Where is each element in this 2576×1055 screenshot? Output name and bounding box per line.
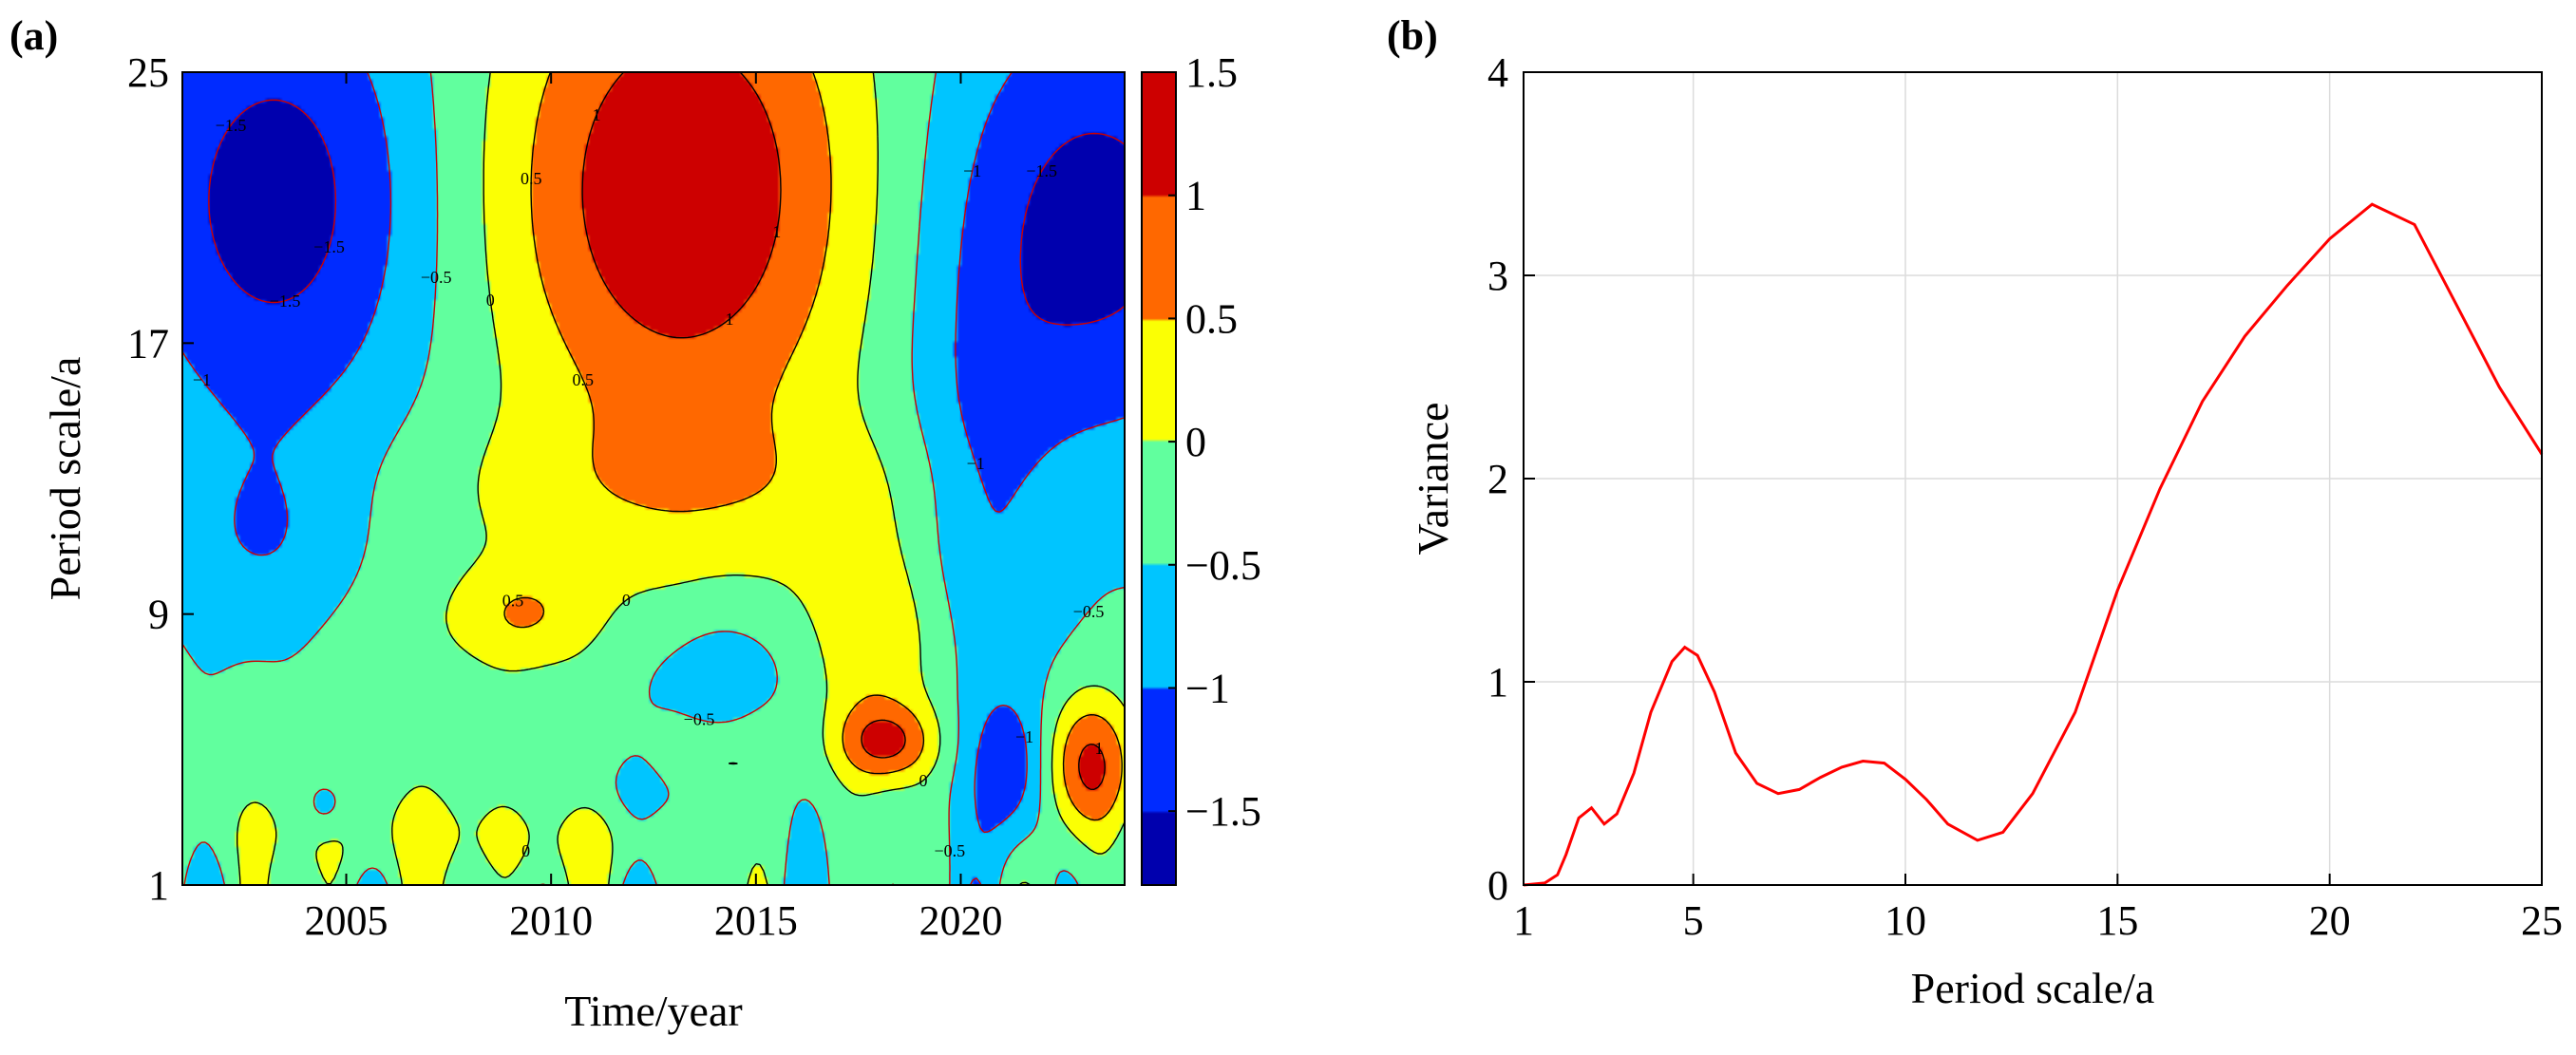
heatmap-field <box>182 72 1125 885</box>
series-line <box>1523 202 2544 887</box>
contour-label: −0.5 <box>1073 602 1105 621</box>
contour-label: 0 <box>521 841 530 860</box>
y-tick-label: 17 <box>127 320 169 367</box>
y-tick-label: 1 <box>1487 659 1508 706</box>
y-tick-label: 3 <box>1487 253 1508 299</box>
contour-label: 0.5 <box>573 370 595 389</box>
line-x-ticks: 1 5 10 15 20 25 <box>1513 874 2563 944</box>
contour-label: −1 <box>193 370 211 389</box>
heatmap-y-axis-label: Period scale/a <box>41 357 89 601</box>
x-tick-label: 1 <box>1513 897 1534 944</box>
colorbar-tick-label: 0 <box>1185 419 1206 465</box>
panel-a-label: (a) <box>9 12 58 59</box>
contour-line <box>581 71 1106 790</box>
colorbar <box>1142 72 1176 885</box>
heatmap-x-ticks: 2005 2010 2015 2020 <box>305 72 1002 944</box>
contour-label: −1.5 <box>313 237 345 256</box>
x-tick-label: 20 <box>2309 897 2351 944</box>
line-y-axis-label: Variance <box>1409 403 1457 556</box>
contour-label: −1.5 <box>270 292 301 311</box>
contour-line <box>181 71 1126 886</box>
colorbar-tick-label: 1 <box>1185 173 1206 219</box>
y-tick-label: 4 <box>1487 49 1508 96</box>
heatmap-x-axis-label: Time/year <box>564 987 742 1035</box>
x-tick-label: 2010 <box>509 897 593 944</box>
line-y-ticks: 0 1 2 3 4 <box>1487 49 1535 909</box>
contour-label: 1 <box>726 310 734 329</box>
contour-label: 1 <box>593 105 601 124</box>
contour-label: 0 <box>486 291 495 310</box>
contour-label: −0.5 <box>421 268 452 287</box>
contour-line <box>237 71 1126 886</box>
contour-label: 1 <box>772 222 781 241</box>
contour-line <box>208 99 1126 326</box>
y-tick-label: 0 <box>1487 862 1508 909</box>
contour-label: −1.5 <box>1026 161 1057 180</box>
colorbar-tick-label: −1 <box>1185 665 1230 711</box>
contour-label: −1 <box>963 161 981 180</box>
x-tick-label: 2015 <box>714 897 798 944</box>
x-tick-label: 5 <box>1683 897 1704 944</box>
y-tick-label: 25 <box>127 49 169 96</box>
x-tick-label: 2005 <box>305 897 388 944</box>
contour-line <box>181 71 1126 886</box>
x-tick-label: 10 <box>1885 897 1926 944</box>
x-tick-label: 2020 <box>919 897 1002 944</box>
contour-label: 0.5 <box>502 592 524 611</box>
colorbar-ticks: 1.5 1 0.5 0 −0.5 −1 −1.5 <box>1168 49 1261 835</box>
contour-label: −0.5 <box>934 841 965 860</box>
x-tick-label: 15 <box>2096 897 2138 944</box>
heatmap-contours <box>181 71 1126 886</box>
y-tick-label: 9 <box>148 592 169 638</box>
y-tick-label: 1 <box>148 862 169 909</box>
contour-label: −1 <box>967 454 985 473</box>
line-x-axis-label: Period scale/a <box>1911 964 2155 1012</box>
colorbar-tick-label: −1.5 <box>1185 788 1261 835</box>
heatmap-y-ticks: 1 9 17 25 <box>127 49 194 909</box>
contour-label: −1.5 <box>216 116 247 135</box>
contour-line <box>503 71 1123 821</box>
colorbar-frame <box>1141 71 1177 886</box>
contour-label: 0 <box>622 591 631 610</box>
colorbar-tick-label: −0.5 <box>1185 542 1261 589</box>
colorbar-tick-label: 1.5 <box>1185 49 1238 96</box>
panel-a: (a) −1.5 −1.5 −1.5 −1.5 −1 −1 −1 −1 −0.5 −0.5 −0.5… <box>9 12 1261 1035</box>
colorbar-tick-label: 0.5 <box>1185 295 1238 342</box>
contour-label: 0 <box>919 771 928 790</box>
y-tick-label: 2 <box>1487 456 1508 502</box>
heatmap-contour-labels: −1.5 −1.5 −1.5 −1.5 −1 −1 −1 −1 −0.5 −0.5 −0.5 −0.5… <box>193 105 1104 860</box>
heatmap-frame <box>181 71 1126 886</box>
line-grid <box>1523 71 2543 886</box>
contour-label: −0.5 <box>684 710 715 729</box>
panel-b-label: (b) <box>1387 12 1438 59</box>
contour-label: 0.5 <box>521 169 542 188</box>
x-tick-label: 25 <box>2521 897 2563 944</box>
contour-label: 1 <box>1095 739 1104 758</box>
contour-label: −1 <box>1015 727 1033 746</box>
